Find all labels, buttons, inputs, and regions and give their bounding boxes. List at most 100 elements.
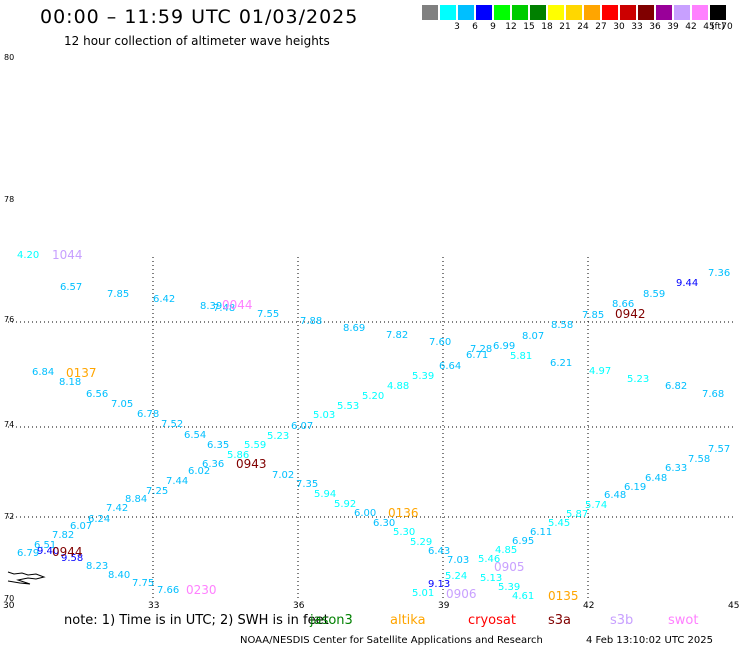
wave-height-value: 5.20 [362, 391, 385, 402]
wave-height-value: 8.23 [86, 561, 109, 572]
wave-height-value: 7.02 [272, 470, 295, 481]
pass-time-label: 0944 [52, 545, 83, 559]
wave-height-value: 5.59 [244, 440, 267, 451]
wave-height-value: 7.57 [708, 444, 731, 455]
wave-height-value: 8.39 [200, 301, 223, 312]
lat-label-74: 74 [4, 420, 15, 429]
scale-tick-label: 15 [523, 22, 535, 32]
scale-tick-label: 24 [577, 22, 589, 32]
wave-height-value: 8.84 [125, 494, 148, 505]
lon-label-42: 42 [583, 601, 595, 611]
lat-label-70: 70 [4, 594, 15, 603]
wave-height-value: 7.05 [111, 399, 134, 410]
wave-height-value: 7.82 [52, 530, 75, 541]
wave-height-value: 7.35 [296, 479, 319, 490]
scale-tick-label: 45 [703, 22, 715, 32]
wave-height-value: 6.19 [624, 482, 647, 493]
page-subtitle: 12 hour collection of altimeter wave hei… [64, 34, 330, 48]
scale-swatch [710, 5, 726, 20]
lat-label-78: 78 [4, 195, 15, 204]
lon-label-33: 33 [148, 601, 160, 611]
wave-height-value: 5.46 [478, 554, 501, 565]
wave-height-value: 6.07 [70, 521, 93, 532]
lat-label-72: 72 [4, 512, 15, 521]
scale-tick-label: 70 [721, 22, 733, 32]
scale-swatch [674, 5, 690, 20]
scale-tick-label: 21 [559, 22, 571, 32]
wave-height-value: 8.07 [522, 331, 545, 342]
generation-timestamp: 4 Feb 13:10:02 UTC 2025 [586, 635, 713, 646]
scale-swatch [584, 5, 600, 20]
wave-height-value: 5.01 [412, 588, 435, 599]
wave-height-value: 6.11 [530, 527, 553, 538]
scale-swatch [530, 5, 546, 20]
wave-height-value: 9.40 [37, 546, 60, 557]
wave-height-value: 5.86 [227, 450, 250, 461]
wave-height-value: 8.66 [612, 299, 635, 310]
scale-swatch [602, 5, 618, 20]
lon-label-45: 45 [728, 601, 740, 611]
scale-swatch [422, 5, 438, 20]
scale-swatch [458, 5, 474, 20]
scale-swatch [638, 5, 654, 20]
wave-height-value: 7.68 [702, 389, 725, 400]
pass-time-label: 1044 [52, 248, 83, 262]
wave-height-value: 5.24 [445, 571, 468, 582]
wave-height-value: 7.58 [688, 454, 711, 465]
wave-height-value: 8.59 [643, 289, 666, 300]
page-title: 00:00 – 11:59 UTC 01/03/2025 [40, 6, 359, 28]
wave-height-value: 4.97 [589, 366, 612, 377]
lat-label-76: 76 [4, 315, 15, 324]
wave-height-value: 8.58 [551, 320, 574, 331]
satellite-legend-cryosat: cryosat [468, 613, 516, 628]
wave-height-value: 8.40 [108, 570, 131, 581]
wave-height-value: 7.88 [300, 316, 323, 327]
scale-tick-label: 3 [454, 22, 460, 32]
wave-height-value: 5.30 [393, 527, 416, 538]
wave-height-value: 6.02 [188, 466, 211, 477]
wave-height-value: 6.56 [86, 389, 109, 400]
wave-height-value: 4.61 [512, 591, 535, 602]
wave-height-value: 6.00 [354, 508, 377, 519]
wave-height-value: 4.85 [495, 545, 518, 556]
grid-lines [8, 257, 735, 598]
scale-swatch [656, 5, 672, 20]
wave-height-value: 5.94 [314, 489, 337, 500]
scale-tick-label: 12 [505, 22, 517, 32]
wave-height-value: 5.87 [566, 509, 589, 520]
wave-height-value: 5.23 [627, 374, 650, 385]
scale-tick-label: 33 [631, 22, 643, 32]
wave-height-value: 8.18 [59, 377, 82, 388]
wave-height-value: 9.58 [61, 553, 84, 564]
credit-text: NOAA/NESDIS Center for Satellite Applica… [240, 635, 543, 646]
wave-height-value: 6.82 [665, 381, 688, 392]
wave-height-value: 6.78 [137, 409, 160, 420]
scale-swatch [440, 5, 456, 20]
scale-swatch [566, 5, 582, 20]
wave-height-value: 6.64 [439, 361, 462, 372]
scale-tick-label: 27 [595, 22, 607, 32]
wave-height-value: 6.07 [291, 421, 314, 432]
wave-height-value: 4.88 [387, 381, 410, 392]
scale-swatch [476, 5, 492, 20]
wave-height-value: 7.66 [157, 585, 180, 596]
coastline [7, 571, 46, 585]
wave-height-value: 7.75 [132, 578, 155, 589]
scale-tick-label: 39 [667, 22, 679, 32]
wave-height-value: 6.71 [466, 350, 489, 361]
pass-time-label: 0044 [222, 298, 253, 312]
wave-height-value: 5.39 [498, 582, 521, 593]
lon-label-39: 39 [438, 601, 450, 611]
scale-unit-label: (ft) [711, 22, 725, 32]
pass-time-label: 0906 [446, 587, 477, 601]
satellite-legend-altika: altika [390, 613, 426, 628]
pass-time-label: 0905 [494, 560, 525, 574]
wave-height-value: 6.54 [184, 430, 207, 441]
wave-height-value: 6.51 [34, 540, 57, 551]
wave-height-value: 7.60 [429, 337, 452, 348]
wave-height-value: 7.85 [582, 310, 605, 321]
scale-swatch [548, 5, 564, 20]
wave-height-value: 6.95 [512, 536, 535, 547]
wave-height-value: 7.85 [107, 289, 130, 300]
wave-height-value: 5.39 [412, 371, 435, 382]
